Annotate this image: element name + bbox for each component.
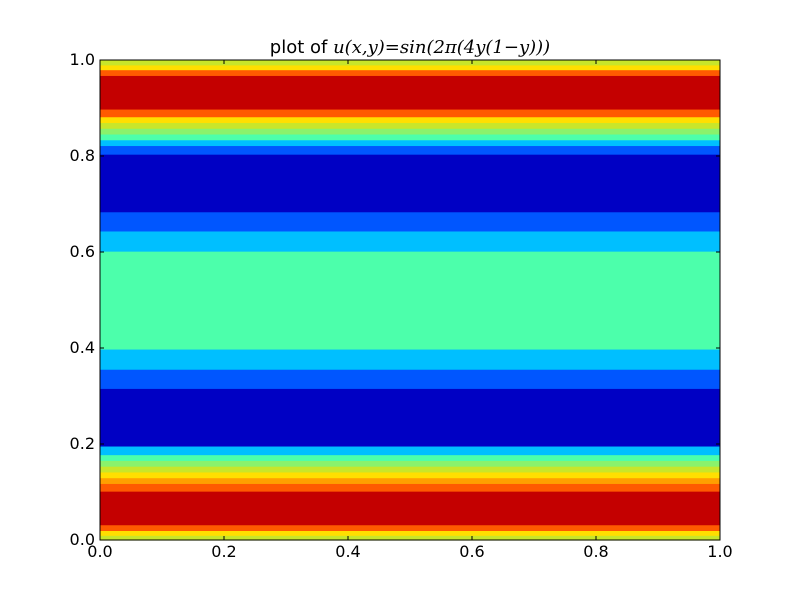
contour-band: [100, 108, 720, 118]
contour-band: [100, 530, 720, 536]
y-tick-label: 0.6: [70, 242, 95, 261]
contour-band: [100, 128, 720, 135]
contour-band: [100, 69, 720, 76]
x-tick-label: 1.0: [707, 542, 732, 561]
chart-title: plot of u(x,y)=sin(2π(4y(1−y))): [270, 37, 550, 58]
y-tick-label: 1.0: [70, 50, 95, 69]
contour-band: [100, 524, 720, 531]
axes-frame: [99, 59, 721, 541]
x-axis: 0.0 0.2 0.4 0.6 0.8 1.0: [87, 60, 733, 561]
contour-band: [100, 477, 720, 484]
x-tick-label: 0.4: [335, 542, 360, 561]
chart-title-prefix: plot of: [270, 37, 333, 58]
contour-band: [100, 483, 720, 492]
contour-band: [100, 471, 720, 479]
contour-band: [100, 133, 720, 141]
contour-band: [100, 116, 720, 123]
contour-band: [100, 75, 720, 110]
contour-band: [100, 369, 720, 389]
contour-band: [100, 460, 720, 467]
x-tick-label: 0.6: [459, 542, 484, 561]
contour-band: [100, 122, 720, 129]
x-tick-label: 0.8: [583, 542, 608, 561]
contour-band: [100, 454, 720, 461]
contour-band: [100, 535, 720, 541]
contour-band: [100, 491, 720, 526]
y-tick-label: 0.2: [70, 434, 95, 453]
x-tick-label: 0.0: [87, 542, 112, 561]
contour-band: [100, 348, 720, 370]
y-axis: 0.0 0.2 0.4 0.6 0.8 1.0: [70, 50, 720, 549]
contour-band: [100, 445, 720, 456]
y-tick-label: 0.4: [70, 338, 95, 357]
x-tick-label: 0.2: [211, 542, 236, 561]
contour-band: [100, 139, 720, 147]
contour-band: [100, 211, 720, 232]
contour-band: [100, 388, 720, 447]
y-tick-label: 0.0: [70, 530, 95, 549]
contour-band: [100, 230, 720, 252]
y-tick-label: 0.8: [70, 146, 95, 165]
contour-band: [100, 60, 720, 66]
contour-bands: [100, 60, 720, 541]
contour-band: [100, 154, 720, 213]
contour-band: [100, 466, 720, 473]
contour-band: [100, 64, 720, 71]
contour-band: [100, 145, 720, 155]
contour-band: [100, 251, 720, 350]
chart-title-formula: u(x,y)=sin(2π(4y(1−y))): [333, 37, 550, 58]
